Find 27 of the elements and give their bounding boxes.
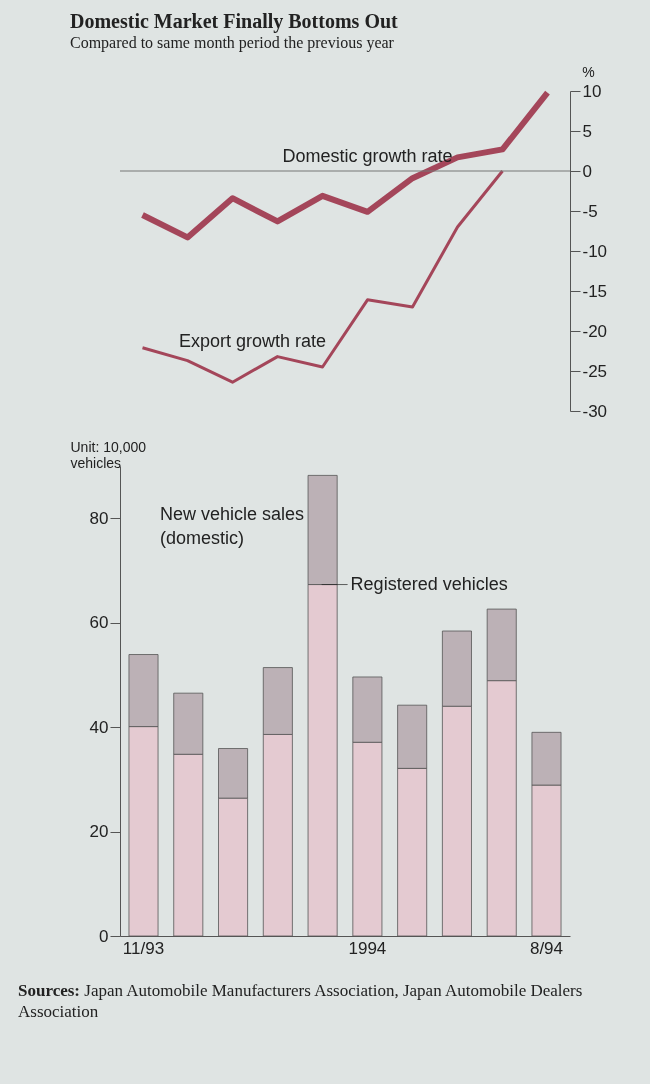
y-tick-label: -20 bbox=[582, 321, 608, 341]
y-tick-label: 60 bbox=[89, 613, 109, 633]
y-axis-title: Unit: 10,000 vehicles bbox=[70, 438, 147, 471]
x-tick-label: 11/93 bbox=[122, 938, 165, 958]
y-tick-label: 80 bbox=[89, 508, 109, 528]
chart-subtitle: Compared to same month period the previous year bbox=[70, 34, 395, 52]
y-tick-label: 20 bbox=[89, 822, 109, 842]
annotation: New vehicle sales (domestic) bbox=[160, 504, 305, 548]
y-tick-label: -10 bbox=[582, 241, 608, 261]
series-label: Export growth rate bbox=[178, 331, 327, 352]
y-tick-label: 10 bbox=[582, 81, 602, 101]
source-note: Sources: Japan Automobile Manufacturers Association, Japan Automobile Dealers Association bbox=[18, 980, 584, 1023]
y-tick-label: 40 bbox=[89, 717, 109, 737]
y-tick-label: -30 bbox=[582, 401, 608, 421]
y-tick-label: 5 bbox=[582, 121, 592, 141]
series-label: Registered vehicles bbox=[350, 573, 508, 594]
series-label: Domestic growth rate bbox=[282, 145, 453, 166]
x-tick-label: 1994 bbox=[348, 938, 387, 958]
y-tick-label: 0 bbox=[582, 161, 592, 181]
chart-title: Domestic Market Finally Bottoms Out bbox=[70, 10, 399, 33]
y-tick-label: -5 bbox=[582, 201, 598, 221]
y-tick-label: -25 bbox=[582, 361, 608, 381]
y-tick-label: -15 bbox=[582, 281, 608, 301]
y-axis-title: % bbox=[582, 63, 595, 80]
y-tick-label: 0 bbox=[99, 926, 109, 946]
x-tick-label: 8/94 bbox=[529, 938, 564, 958]
line-series bbox=[141, 169, 504, 384]
